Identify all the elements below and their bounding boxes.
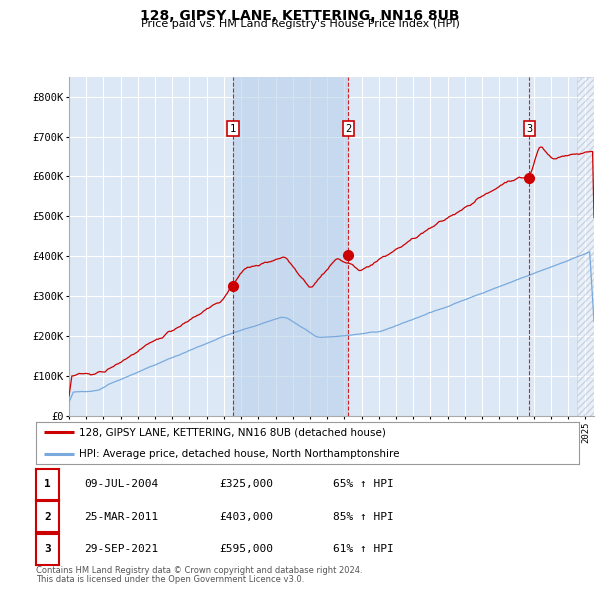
Text: 65% ↑ HPI: 65% ↑ HPI — [333, 480, 394, 489]
Text: £325,000: £325,000 — [219, 480, 273, 489]
Text: 2: 2 — [345, 123, 352, 133]
Text: £403,000: £403,000 — [219, 512, 273, 522]
Bar — [233, 77, 349, 416]
Text: 2: 2 — [44, 512, 51, 522]
Text: 1: 1 — [44, 480, 51, 489]
Text: 29-SEP-2021: 29-SEP-2021 — [84, 545, 158, 554]
Text: 25-MAR-2011: 25-MAR-2011 — [84, 512, 158, 522]
Text: Price paid vs. HM Land Registry's House Price Index (HPI): Price paid vs. HM Land Registry's House … — [140, 19, 460, 30]
Text: This data is licensed under the Open Government Licence v3.0.: This data is licensed under the Open Gov… — [36, 575, 304, 584]
Text: £595,000: £595,000 — [219, 545, 273, 554]
Text: 128, GIPSY LANE, KETTERING, NN16 8UB: 128, GIPSY LANE, KETTERING, NN16 8UB — [140, 9, 460, 24]
Text: 09-JUL-2004: 09-JUL-2004 — [84, 480, 158, 489]
Text: HPI: Average price, detached house, North Northamptonshire: HPI: Average price, detached house, Nort… — [79, 449, 400, 458]
Text: 1: 1 — [230, 123, 236, 133]
Text: 85% ↑ HPI: 85% ↑ HPI — [333, 512, 394, 522]
Bar — [577, 77, 594, 416]
Text: Contains HM Land Registry data © Crown copyright and database right 2024.: Contains HM Land Registry data © Crown c… — [36, 566, 362, 575]
Text: 3: 3 — [526, 123, 533, 133]
Text: 3: 3 — [44, 545, 51, 554]
Text: 61% ↑ HPI: 61% ↑ HPI — [333, 545, 394, 554]
Text: 128, GIPSY LANE, KETTERING, NN16 8UB (detached house): 128, GIPSY LANE, KETTERING, NN16 8UB (de… — [79, 428, 386, 437]
